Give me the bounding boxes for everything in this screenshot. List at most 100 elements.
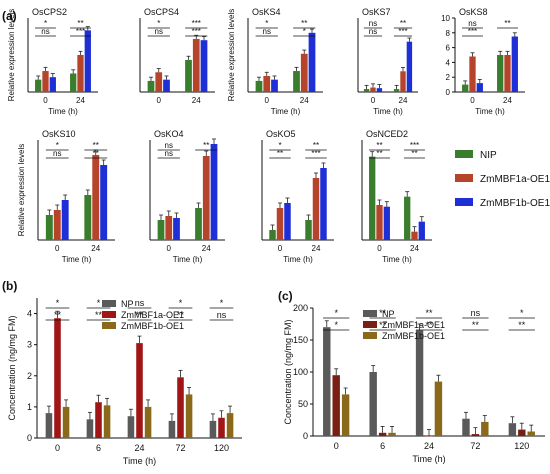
significance-label: ns — [369, 19, 377, 28]
bar — [185, 59, 192, 92]
x-axis-label: Time (h) — [382, 255, 412, 264]
significance-label: ** — [425, 308, 433, 318]
bar — [45, 215, 53, 240]
bar — [308, 32, 316, 92]
x-tick-label: 0 — [167, 244, 172, 253]
x-axis-label: Time (h) — [271, 107, 301, 116]
legend-swatch — [455, 150, 473, 158]
significance-label: ** — [54, 310, 62, 320]
significance-label: ** — [379, 320, 387, 330]
significance-label: * — [179, 298, 183, 308]
significance-label: *** — [311, 149, 320, 158]
significance-label: ** — [136, 310, 144, 320]
panel-label-b: (b) — [2, 279, 17, 293]
bar — [155, 72, 163, 92]
significance-label: ns — [135, 298, 145, 308]
significance-label: ** — [277, 149, 283, 158]
significance-label: ** — [376, 149, 382, 158]
bar — [70, 73, 77, 92]
significance-label: * — [56, 298, 60, 308]
significance-label: * — [334, 308, 338, 318]
significance-label: ** — [425, 320, 433, 330]
bar — [202, 156, 210, 240]
significance-label: *** — [398, 27, 407, 36]
bar — [210, 144, 218, 240]
significance-label: *** — [468, 27, 477, 36]
x-tick-label: 24 — [134, 443, 144, 453]
bar — [263, 75, 271, 92]
bar — [62, 406, 70, 438]
bar — [411, 231, 418, 240]
significance-label: ** — [504, 19, 510, 28]
bar — [393, 89, 400, 92]
y-tick-label: 0 — [27, 433, 32, 443]
y-tick-label: 8 — [446, 29, 451, 38]
y-tick-label: 2 — [446, 73, 451, 82]
bar — [35, 79, 42, 92]
chart-title: OsKO5 — [266, 129, 296, 139]
significance-label: * — [265, 19, 268, 28]
significance-label: ** — [379, 308, 387, 318]
bar — [42, 71, 49, 92]
bar — [195, 208, 202, 240]
bar — [418, 221, 425, 240]
bar — [312, 178, 320, 240]
bar — [49, 77, 56, 92]
bar — [363, 89, 370, 92]
bar — [462, 84, 469, 92]
bar — [376, 88, 383, 92]
bar — [369, 372, 377, 436]
significance-label: ** — [177, 310, 185, 320]
significance-label: *** — [192, 27, 201, 36]
significance-label: ** — [472, 320, 480, 330]
x-tick-label: 24 — [91, 244, 100, 253]
bar — [400, 71, 406, 92]
significance-label: ** — [313, 141, 319, 150]
chart-title: OsKS10 — [42, 129, 76, 139]
x-tick-label: 24 — [410, 244, 419, 253]
legend-panel-a: NIP ZmMBF1a-OE1 ZmMBF1b-OE1 — [455, 150, 550, 209]
bar — [127, 416, 135, 438]
y-axis-label: Concentration (ng/mg FM) — [7, 315, 17, 420]
bar — [332, 375, 340, 436]
panel-label-a: (a) — [2, 9, 17, 23]
significance-label: ns — [41, 27, 49, 36]
y-tick-label: 0 — [303, 431, 308, 441]
bar — [157, 220, 165, 240]
chart-5: 0 24 *ns **** OsKS10 Time (h) Relative express… — [17, 129, 115, 264]
bar — [369, 156, 376, 240]
bar — [404, 196, 411, 240]
bar — [284, 203, 291, 240]
bar — [341, 394, 350, 436]
x-tick-label: 72 — [175, 443, 185, 453]
bar — [165, 216, 173, 240]
y-tick-label: 1 — [27, 402, 32, 412]
x-tick-label: 0 — [334, 441, 339, 451]
bar — [163, 79, 170, 92]
significance-label: ns — [263, 27, 271, 36]
bar — [45, 413, 53, 438]
legend-label: ZmMBF1a-OE1 — [121, 310, 184, 320]
x-axis-label: Time (h) — [62, 255, 92, 264]
legend-label: ZmMBF1b-OE1 — [480, 198, 550, 209]
legend-label: NP — [382, 309, 395, 319]
x-tick-label: 6 — [96, 443, 101, 453]
significance-label: ** — [93, 149, 99, 158]
bar — [226, 413, 234, 438]
bar — [481, 421, 489, 436]
x-tick-label: 120 — [514, 441, 529, 451]
significance-label: * — [334, 320, 338, 330]
chart-title: OsCPS4 — [144, 7, 179, 17]
x-tick-label: 6 — [380, 441, 385, 451]
significance-label: ** — [203, 141, 209, 150]
x-tick-label: 0 — [371, 96, 376, 105]
x-tick-label: 24 — [192, 96, 201, 105]
bar — [378, 432, 387, 436]
chart-1: 0 24 *ns ****** OsCPS4 — [139, 7, 215, 105]
bar — [271, 79, 278, 92]
